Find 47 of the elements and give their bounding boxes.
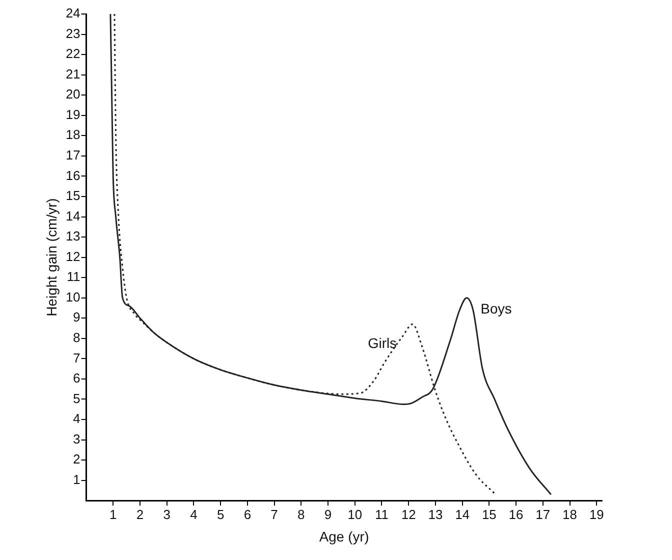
y-tick-label: 15 [66, 188, 80, 204]
y-tick-label: 17 [66, 148, 80, 163]
y-tick-label: 21 [66, 66, 80, 82]
y-tick-label: 23 [66, 26, 80, 41]
x-tick-label: 19 [589, 506, 604, 522]
y-tick-label: 2 [73, 452, 80, 467]
y-tick-label: 5 [73, 390, 80, 406]
y-tick-label: 10 [66, 289, 80, 304]
x-tick-label: 6 [244, 506, 252, 522]
x-tick-label: 10 [348, 506, 362, 522]
series-label: Boys [480, 300, 512, 317]
x-tick-label: 15 [482, 506, 496, 522]
y-tick-label: 24 [66, 6, 80, 21]
y-tick-label: 9 [73, 310, 80, 325]
x-tick-label: 12 [401, 506, 416, 522]
x-tick-label: 17 [536, 506, 550, 522]
x-axis-title: Age (yr) [319, 528, 370, 544]
y-tick-label: 14 [66, 208, 80, 224]
x-tick-label: 5 [216, 506, 224, 522]
x-tick-label: 3 [163, 506, 170, 522]
y-tick-label: 3 [73, 431, 80, 446]
y-tick-label: 7 [73, 350, 80, 366]
y-tick-label: 13 [66, 228, 80, 244]
x-tick-label: 13 [428, 506, 443, 522]
x-tick-label: 14 [455, 506, 470, 522]
y-tick-label: 19 [66, 106, 80, 122]
y-axis-title: Height gain (cm/yr) [43, 198, 60, 316]
y-tick-label: 8 [73, 330, 80, 345]
y-tick-label: 6 [73, 370, 80, 386]
y-tick-label: 12 [66, 248, 80, 264]
x-tick-label: 2 [136, 506, 144, 522]
y-tick-label: 4 [73, 411, 80, 426]
y-tick-label: 11 [66, 269, 80, 284]
y-tick-label: 20 [66, 86, 80, 102]
x-tick-label: 8 [298, 506, 305, 522]
y-tick-label: 18 [66, 127, 80, 142]
x-tick-label: 16 [508, 506, 524, 522]
y-tick-label: 1 [73, 472, 80, 487]
x-tick-label: 7 [270, 506, 278, 522]
y-tick-label: 16 [66, 168, 80, 183]
x-tick-label: 18 [562, 506, 577, 522]
x-tick-label: 1 [110, 506, 117, 522]
x-tick-label: 11 [374, 506, 388, 522]
x-tick-label: 4 [190, 506, 198, 522]
x-tick-label: 9 [324, 506, 332, 522]
series-label: Girls [368, 335, 397, 352]
y-tick-label: 22 [66, 46, 80, 62]
